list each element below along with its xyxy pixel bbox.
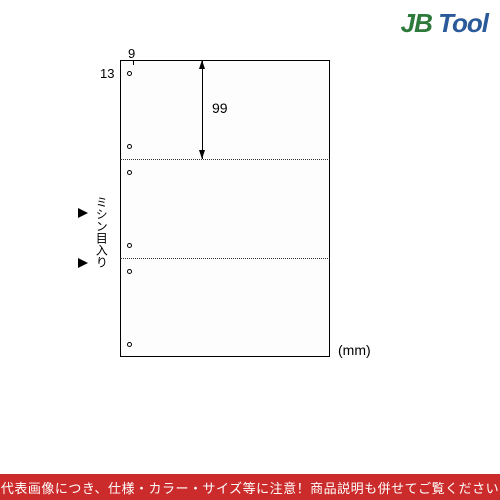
unit-label: (mm) xyxy=(338,342,371,358)
triangle-right-icon xyxy=(78,258,88,268)
perforation-label: ミシン目入り xyxy=(94,196,107,268)
punch-hole xyxy=(127,243,132,248)
dimension-line xyxy=(202,60,203,159)
disclaimer-bar: 代表画像につき、仕様・カラー・サイズ等に注意！商品説明も併せてご覧ください xyxy=(0,474,500,500)
punch-hole xyxy=(127,144,132,149)
disclaimer-text: 代表画像につき、仕様・カラー・サイズ等に注意！商品説明も併せてご覧ください xyxy=(1,478,499,497)
bracket-tick xyxy=(133,60,134,65)
dimension-left-margin-bracket xyxy=(119,60,133,78)
brand-logo: JB Tool xyxy=(401,8,488,39)
logo-tool: Tool xyxy=(432,8,488,38)
perforation-line-2 xyxy=(120,258,330,259)
arrow-up-icon xyxy=(199,60,205,69)
punch-hole xyxy=(127,269,132,274)
triangle-right-icon xyxy=(78,208,88,218)
perforation-label-group: ミシン目入り xyxy=(78,200,118,290)
punch-hole xyxy=(127,342,132,347)
dimension-left-margin-label: 13 xyxy=(100,66,114,81)
dimension-section-height-label: 99 xyxy=(212,100,228,116)
punch-hole xyxy=(127,170,132,175)
dimension-top-margin-label: 9 xyxy=(128,46,135,61)
logo-jb: JB xyxy=(401,8,432,38)
perforation-line-1 xyxy=(120,159,330,160)
paper-diagram: 99 9 13 xyxy=(120,60,330,357)
arrow-down-icon xyxy=(199,150,205,159)
